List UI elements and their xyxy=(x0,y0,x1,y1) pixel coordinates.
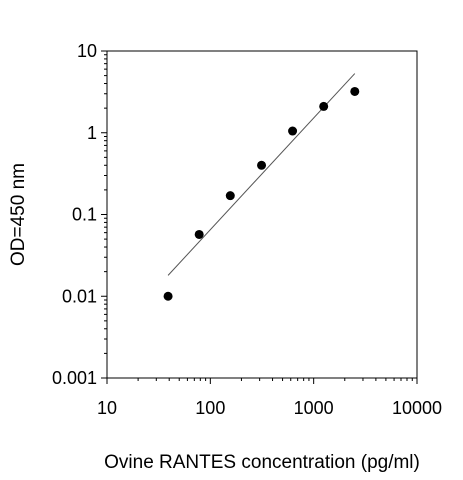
y-axis: 0.001 0.01 0.1 1 10 xyxy=(52,41,107,388)
x-tick-label: 100 xyxy=(195,398,225,418)
y-tick-label: 0.1 xyxy=(72,205,97,225)
data-points xyxy=(163,86,360,301)
y-tick-label: 0.01 xyxy=(62,286,97,306)
data-point xyxy=(288,126,298,136)
x-axis-title: Ovine RANTES concentration (pg/ml) xyxy=(104,452,420,473)
data-point xyxy=(319,101,329,111)
y-tick-label: 1 xyxy=(87,123,97,143)
x-axis: 10 100 1000 10000 xyxy=(97,378,442,418)
y-tick-label: 0.001 xyxy=(52,368,97,388)
data-point xyxy=(350,86,360,96)
x-tick-label: 10000 xyxy=(392,398,442,418)
y-tick-label: 10 xyxy=(77,41,97,61)
x-tick-label: 1000 xyxy=(294,398,334,418)
data-point xyxy=(194,229,204,239)
data-point xyxy=(225,191,235,201)
y-axis-title: OD=450 nm xyxy=(8,163,29,266)
data-point xyxy=(257,160,267,170)
plot-frame xyxy=(106,50,418,379)
data-point xyxy=(163,291,173,301)
x-tick-label: 10 xyxy=(97,398,117,418)
